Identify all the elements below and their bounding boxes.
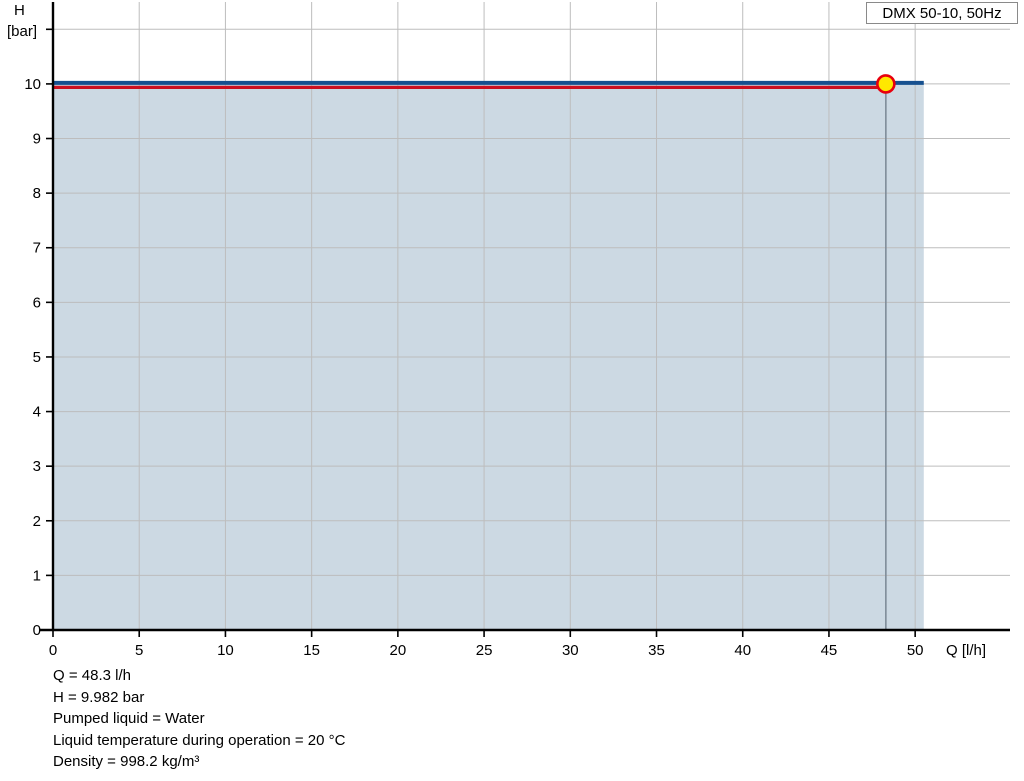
x-tick-label: 35	[648, 642, 665, 659]
annotation-pumped-liquid: Pumped liquid = Water	[53, 710, 205, 727]
y-axis-title: H	[14, 2, 25, 19]
y-tick-label: 6	[33, 294, 41, 311]
annotation-density: Density = 998.2 kg/m³	[53, 753, 200, 770]
x-axis-ticks	[52, 630, 916, 637]
x-tick-label: 50	[907, 642, 924, 659]
annotation-flow: Q = 48.3 l/h	[53, 667, 131, 684]
y-tick-label: 8	[33, 185, 41, 202]
y-tick-label: 7	[33, 240, 41, 257]
y-axis-unit-label: [bar]	[7, 23, 37, 40]
legend-label: DMX 50-10, 50Hz	[882, 4, 1002, 22]
x-tick-label: 25	[476, 642, 493, 659]
grid-vertical-lines	[138, 2, 916, 630]
x-tick-label: 40	[734, 642, 751, 659]
annotation-head: H = 9.982 bar	[53, 688, 145, 706]
y-tick-label: 2	[33, 513, 41, 530]
x-tick-label: 30	[562, 642, 579, 659]
x-tick-label: 0	[49, 642, 57, 659]
x-tick-label: 5	[135, 642, 143, 659]
y-tick-label: 1	[33, 567, 41, 584]
y-tick-label: 3	[33, 458, 41, 475]
y-tick-label: 5	[33, 349, 41, 366]
y-axis-ticks	[46, 28, 53, 631]
x-tick-label: 45	[821, 642, 838, 659]
annotation-liquid-temperature: Liquid temperature during operation = 20…	[53, 731, 346, 749]
duty-point-annotations: Q = 48.3 l/h H = 9.982 bar Pumped liquid…	[53, 665, 653, 773]
y-tick-label: 10	[24, 76, 41, 93]
chart-legend-box: DMX 50-10, 50Hz	[866, 2, 1018, 24]
y-tick-label: 9	[33, 131, 41, 148]
x-tick-label: 20	[390, 642, 407, 659]
x-axis-title: Q [l/h]	[946, 642, 986, 659]
y-tick-label: 4	[33, 404, 41, 421]
x-tick-label: 10	[217, 642, 234, 659]
y-axis-tick-labels: 0 1 2 3 4 5 6 7 8 9 10	[24, 76, 41, 639]
x-axis-tick-labels: 0 5 10 15 20 25 30 35 40 45 50	[49, 642, 924, 659]
x-tick-label: 15	[303, 642, 320, 659]
y-tick-label: 0	[33, 622, 41, 639]
duty-point-marker[interactable]	[876, 74, 896, 94]
